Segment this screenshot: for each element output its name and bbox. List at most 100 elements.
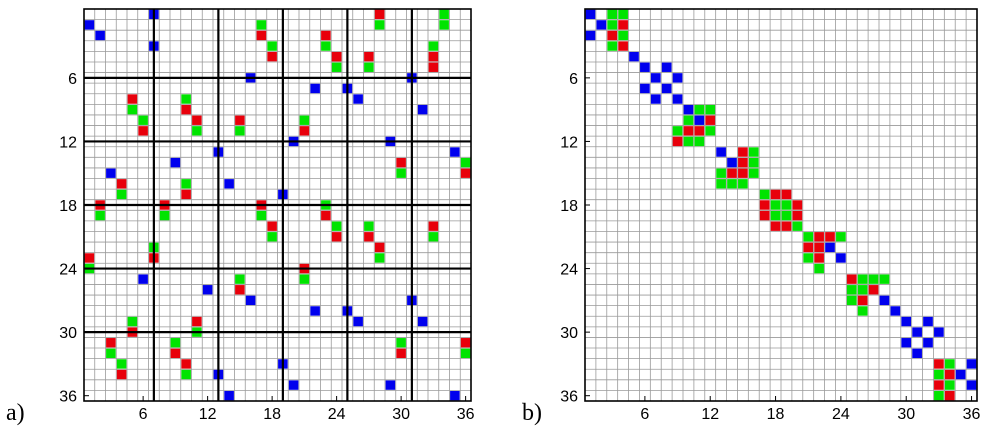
matrix-cell-red (267, 221, 277, 231)
matrix-cell-blue (170, 157, 181, 168)
matrix-cell-green (267, 41, 277, 51)
matrix-cell-green (857, 285, 868, 295)
y-tick-label: 30 (59, 325, 77, 342)
matrix-cell-red (944, 369, 955, 380)
matrix-cell-red (428, 51, 439, 62)
matrix-cell-red (857, 295, 868, 306)
matrix-cell-blue (417, 104, 428, 115)
matrix-cell-red (181, 104, 191, 115)
matrix-cell-red (825, 232, 835, 242)
matrix-cell-red (396, 157, 406, 168)
x-tick-label: 30 (392, 406, 410, 423)
panel-b-ticks: 6 6 12 12 18 18 24 24 30 30 36 36 (560, 71, 980, 423)
matrix-cell-green (127, 316, 138, 327)
matrix-cell-blue (955, 369, 966, 380)
matrix-cell-blue (966, 359, 977, 369)
matrix-cell-green (256, 20, 267, 30)
matrix-cell-blue (596, 20, 607, 30)
matrix-cell-red (256, 30, 267, 41)
x-tick-label: 18 (263, 406, 281, 423)
matrix-cell-green (116, 189, 127, 200)
matrix-cell-blue (934, 327, 944, 337)
matrix-cell-green (321, 41, 331, 51)
matrix-cell-red (868, 285, 879, 295)
matrix-cell-red (705, 115, 716, 125)
matrix-cell-red (235, 285, 245, 295)
matrix-cell-red (944, 391, 955, 401)
matrix-cell-blue (585, 30, 596, 41)
matrix-cell-blue (385, 380, 396, 390)
matrix-cell-green (836, 232, 846, 242)
matrix-cell-green (716, 179, 726, 189)
matrix-cell-green (738, 179, 748, 189)
y-tick-label: 6 (68, 71, 77, 88)
matrix-cell-red (934, 359, 944, 369)
matrix-cell-blue (672, 94, 683, 104)
matrix-cell-green (256, 210, 267, 221)
matrix-cell-green (299, 115, 310, 125)
matrix-cell-green (460, 157, 471, 168)
matrix-cell-red (770, 221, 781, 231)
matrix-cell-red (460, 168, 471, 178)
matrix-cell-blue (450, 147, 460, 157)
matrix-cell-green (727, 179, 737, 189)
matrix-cell-green (181, 369, 191, 380)
matrix-cell-red (934, 380, 944, 390)
matrix-cell-green (267, 232, 277, 242)
matrix-cell-green (331, 221, 342, 231)
matrix-cell-green (683, 136, 694, 147)
x-tick-label: 6 (139, 406, 148, 423)
matrix-cell-red (170, 348, 181, 359)
matrix-cell-red (428, 221, 439, 231)
matrix-cell-blue (417, 316, 428, 327)
matrix-cell-green (944, 359, 955, 369)
matrix-cell-blue (288, 380, 299, 390)
matrix-cell-green (857, 274, 868, 284)
matrix-cell-red (116, 179, 127, 189)
matrix-cell-red (618, 20, 628, 30)
matrix-cell-red (299, 126, 310, 136)
matrix-cell-green (106, 348, 116, 359)
panel-b-grid (584, 8, 978, 402)
matrix-cell-blue (450, 391, 460, 401)
matrix-cell-green (934, 391, 944, 401)
matrix-cell-red (181, 189, 191, 200)
matrix-cell-red (192, 115, 202, 125)
matrix-cell-green (879, 274, 890, 284)
matrix-cell-red (738, 168, 748, 178)
matrix-cell-blue (683, 104, 694, 115)
matrix-cell-green (694, 104, 705, 115)
matrix-cell-blue (138, 274, 148, 284)
y-tick-label: 36 (560, 389, 578, 406)
matrix-cell-red (759, 210, 770, 221)
x-tick-label: 36 (963, 406, 981, 423)
matrix-cell-blue (245, 295, 256, 306)
matrix-cell-blue (923, 316, 933, 327)
matrix-cell-red (84, 253, 95, 263)
matrix-cell-blue (890, 306, 901, 316)
matrix-cell-green (694, 136, 705, 147)
matrix-cell-blue (661, 62, 672, 72)
matrix-cell-blue (923, 338, 933, 348)
matrix-cell-red (460, 338, 471, 348)
matrix-cell-red (683, 126, 694, 136)
matrix-cell-red (738, 157, 748, 168)
matrix-cell-green (759, 189, 770, 200)
x-tick-label: 30 (897, 406, 915, 423)
panel-a: 6 6 12 12 18 18 24 24 30 30 36 36 a) (6, 8, 475, 426)
matrix-cell-blue (353, 94, 363, 104)
matrix-cell-blue (661, 83, 672, 94)
matrix-cell-green (439, 9, 449, 19)
matrix-cell-green (374, 253, 385, 263)
x-tick-label: 24 (832, 406, 850, 423)
matrix-cell-green (439, 20, 449, 30)
matrix-cell-green (428, 41, 439, 51)
matrix-cell-green (814, 263, 824, 274)
matrix-cell-red (694, 126, 705, 136)
matrix-cell-green (770, 200, 781, 210)
matrix-cell-red (814, 242, 824, 253)
matrix-cell-green (618, 9, 628, 19)
matrix-cell-green (192, 126, 202, 136)
matrix-cell-green (748, 168, 759, 178)
